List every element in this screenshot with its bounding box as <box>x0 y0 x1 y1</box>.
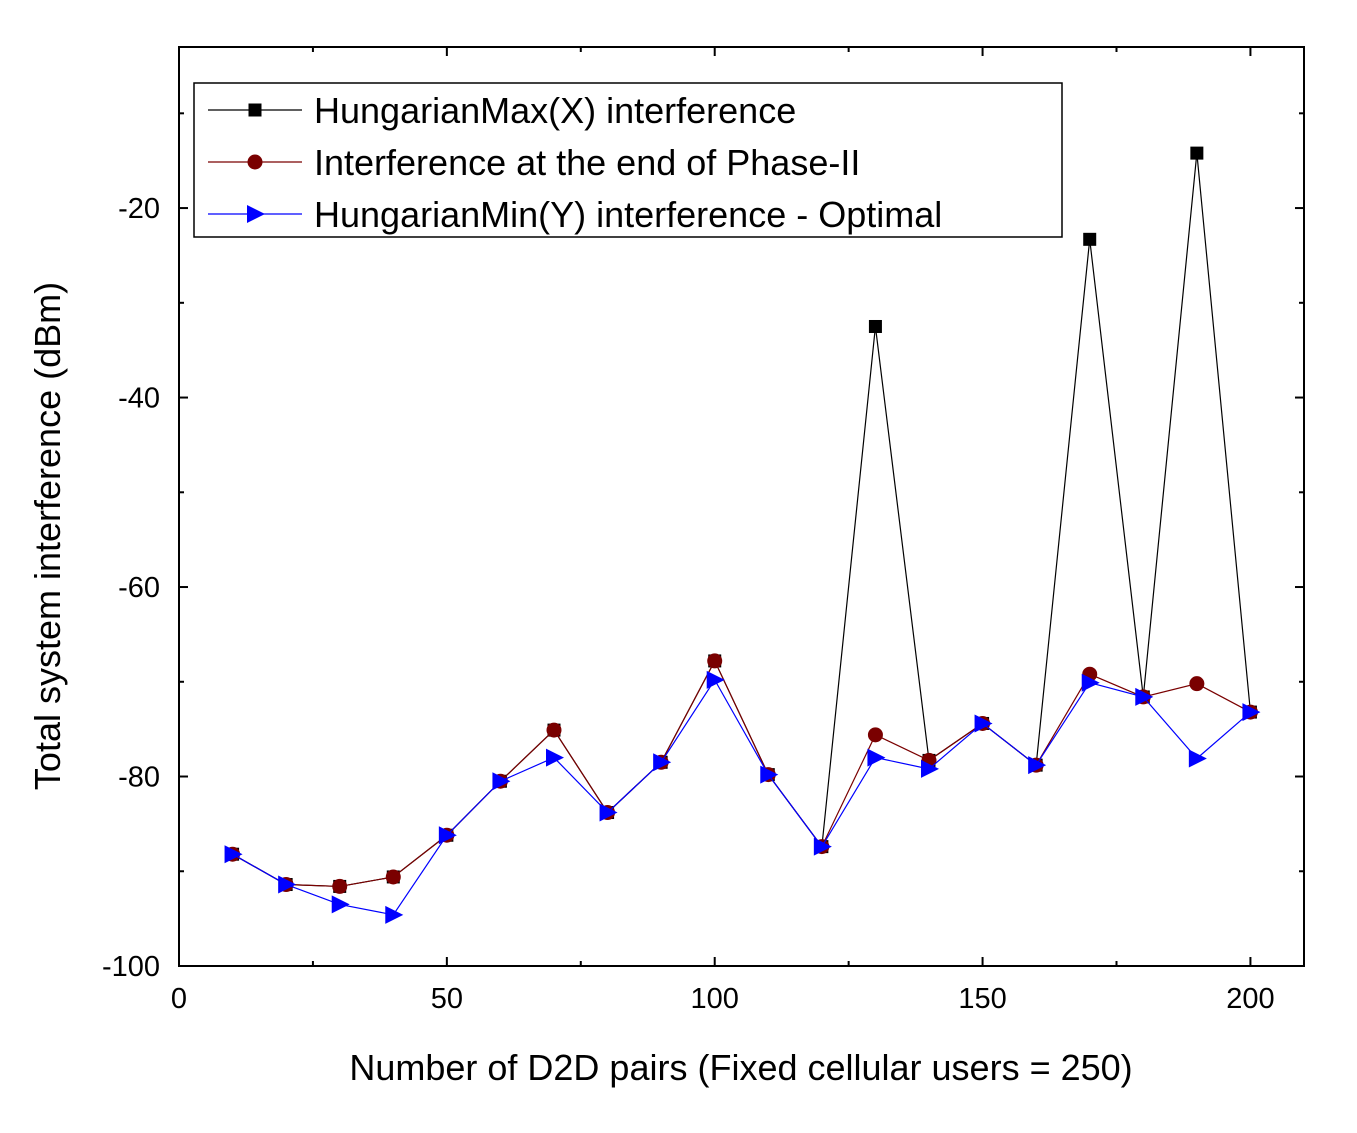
data-point <box>868 319 882 333</box>
data-point <box>546 722 562 738</box>
x-tick-label: 200 <box>1226 983 1274 1015</box>
data-point <box>1190 146 1204 160</box>
data-point <box>1135 687 1154 706</box>
series-line <box>232 659 1251 888</box>
data-point <box>1242 703 1261 722</box>
data-point <box>1189 676 1205 692</box>
data-point <box>385 869 401 885</box>
series-1 <box>225 653 1258 894</box>
x-tick-label: 50 <box>431 983 463 1015</box>
data-point <box>492 772 511 791</box>
y-tick-label: -40 <box>118 383 160 415</box>
data-point <box>760 765 779 784</box>
legend-label: HungarianMin(Y) interference - Optimal <box>314 194 942 235</box>
legend-item: HungarianMin(Y) interference - Optimal <box>208 194 942 235</box>
data-point <box>867 748 886 767</box>
legend-item: HungarianMax(X) interference <box>208 90 796 131</box>
plot-frame <box>178 46 1305 967</box>
legend-swatch-marker <box>248 103 262 117</box>
data-point <box>599 803 618 822</box>
data-point <box>546 748 564 767</box>
series-line <box>232 153 1252 888</box>
data-point <box>706 670 725 689</box>
data-point <box>1028 756 1047 775</box>
data-point <box>331 895 350 914</box>
legend-label: HungarianMax(X) interference <box>314 90 796 131</box>
legend-label: Interference at the end of Phase-II <box>314 142 860 183</box>
x-tick-label: 0 <box>171 983 187 1015</box>
y-tick-label: -100 <box>102 951 160 983</box>
data-point <box>438 826 457 845</box>
data-point <box>867 727 883 743</box>
x-tick-label: 100 <box>691 983 739 1015</box>
data-point <box>707 653 723 669</box>
legend: HungarianMax(X) interference Interference… <box>193 82 1063 238</box>
series-0 <box>226 146 1257 893</box>
data-point <box>1081 673 1100 692</box>
y-tick-label: -60 <box>118 572 160 604</box>
data-point <box>385 905 404 924</box>
series-layer <box>224 146 1261 924</box>
data-point <box>1188 749 1207 768</box>
legend-box <box>193 82 1063 238</box>
data-point <box>813 837 832 856</box>
data-point <box>974 714 993 733</box>
x-axis-label: Number of D2D pairs (Fixed cellular user… <box>349 1047 1132 1088</box>
data-point <box>332 878 348 894</box>
series-2 <box>224 670 1261 924</box>
data-point <box>1083 232 1097 246</box>
y-tick-label: -20 <box>118 193 160 225</box>
legend-swatch-marker <box>247 154 263 170</box>
data-point <box>224 845 243 864</box>
y-axis-label: Total system interference (dBm) <box>27 282 68 790</box>
y-tick-label: -80 <box>118 762 160 794</box>
legend-swatch-marker <box>247 205 265 223</box>
axis-ticks: 0 50 100 150 200 -100 -80 -60 -40 -20 <box>102 47 1304 1015</box>
legend-item: Interference at the end of Phase-II <box>208 142 860 183</box>
data-point <box>653 753 672 772</box>
x-tick-label: 150 <box>958 983 1006 1015</box>
data-point <box>921 759 939 778</box>
series-line <box>232 678 1251 916</box>
data-point <box>278 875 297 894</box>
